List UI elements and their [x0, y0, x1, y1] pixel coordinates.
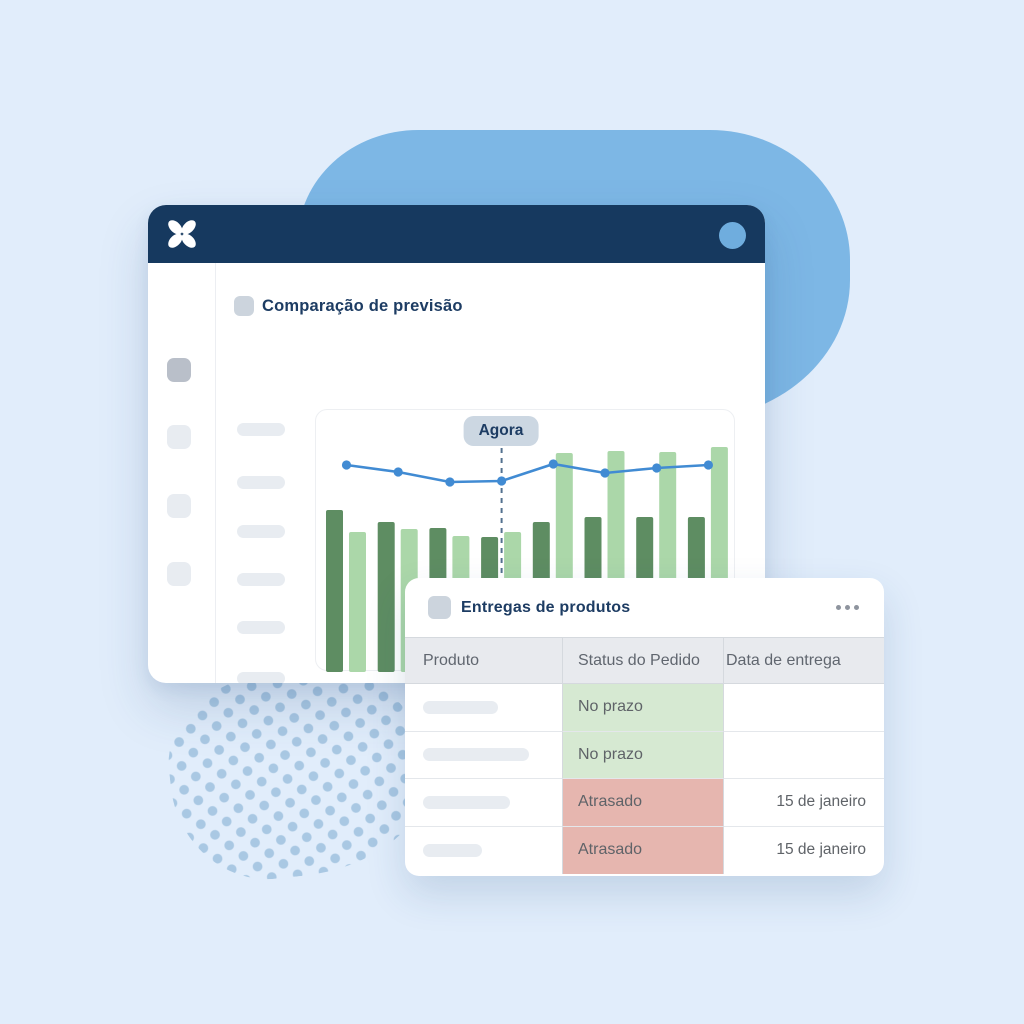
deliveries-card: Entregas de produtos Produto Status do Pe… [405, 578, 884, 876]
line-data-point [703, 460, 713, 470]
line-data-point [497, 476, 507, 486]
window-titlebar [148, 205, 765, 263]
avatar[interactable] [719, 222, 746, 249]
sidebar-nav-item[interactable] [167, 358, 191, 382]
product-cell [405, 827, 562, 875]
card-icon-placeholder [428, 596, 451, 619]
sidebar-nav-item[interactable] [167, 494, 191, 518]
bar-light [349, 532, 366, 672]
skeleton-text-pill [237, 672, 285, 683]
flower-logo-icon [168, 220, 196, 248]
delivery-date-cell [723, 731, 884, 779]
product-name-placeholder [423, 748, 529, 762]
bar-dark [377, 522, 395, 672]
section-icon-placeholder [234, 296, 254, 316]
product-cell [405, 779, 562, 827]
status-badge-atrasado: Atrasado [562, 779, 723, 827]
column-header-data-de-entrega: Data de entrega [723, 637, 884, 684]
forecast-line [345, 462, 710, 484]
line-data-point [341, 460, 352, 470]
product-name-placeholder [423, 843, 482, 857]
deliveries-table: Produto Status do Pedido Data de entrega No… [405, 637, 884, 874]
sidebar-divider [215, 263, 216, 683]
skeleton-text-pill [237, 423, 285, 436]
chart-section-header: Comparação de previsão [234, 296, 463, 316]
delivery-date-cell: 15 de janeiro [723, 779, 884, 827]
delivery-date-cell [723, 684, 884, 732]
product-name-placeholder [423, 795, 510, 809]
column-header-produto: Produto [405, 637, 562, 684]
line-data-point [600, 468, 610, 478]
skeleton-text-pill [237, 476, 285, 489]
sidebar-nav-item[interactable] [167, 425, 191, 449]
dot-pattern [159, 657, 433, 889]
sidebar-nav-item[interactable] [167, 562, 191, 586]
skeleton-text-pill [237, 621, 285, 634]
product-name-placeholder [423, 700, 498, 714]
product-cell [405, 684, 562, 732]
column-header-status-do-pedido: Status do Pedido [562, 637, 723, 684]
deliveries-card-header: Entregas de produtos [405, 578, 884, 637]
status-badge-atrasado: Atrasado [562, 826, 723, 874]
product-cell [405, 732, 562, 779]
status-badge-no-prazo: No prazo [562, 684, 723, 732]
skeleton-text-pill [237, 573, 285, 586]
ellipsis-menu-icon[interactable] [834, 599, 861, 616]
bar-dark [326, 510, 343, 672]
chart-section-title: Comparação de previsão [262, 296, 463, 315]
now-marker-label: Agora [463, 416, 539, 446]
line-data-point [393, 467, 403, 477]
line-data-point [652, 463, 662, 473]
status-badge-no-prazo: No prazo [562, 731, 723, 779]
delivery-date-cell: 15 de janeiro [723, 826, 884, 874]
deliveries-card-title: Entregas de produtos [461, 598, 631, 616]
line-data-point [445, 477, 455, 487]
skeleton-text-pill [237, 525, 285, 538]
line-data-point [548, 459, 558, 469]
